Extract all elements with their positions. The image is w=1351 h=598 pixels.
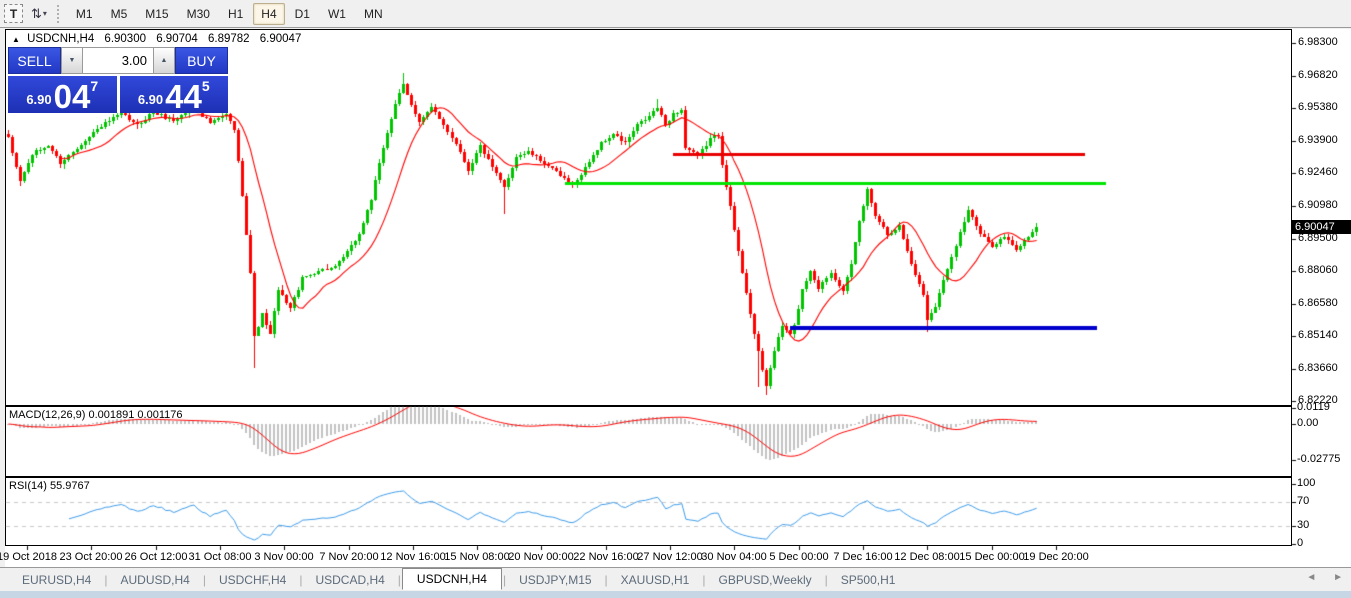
sell-price-big: 04 bbox=[53, 77, 91, 115]
tab-nav-right-icon[interactable]: ► bbox=[1333, 572, 1343, 583]
sell-price-display[interactable]: 6.90 04 7 bbox=[8, 76, 117, 113]
volume-increase-button[interactable]: ▲ bbox=[153, 47, 175, 74]
chart-tab-usdcad-h4[interactable]: USDCAD,H4 bbox=[315, 572, 385, 587]
macd-pane[interactable] bbox=[5, 406, 1292, 477]
date-axis-label: 23 Oct 20:00 bbox=[59, 551, 123, 563]
chart-tab-usdjpy-m15[interactable]: USDJPY,M15 bbox=[519, 572, 592, 587]
macd-axis-label: 0.00 bbox=[1297, 417, 1319, 429]
timeframe-buttons: M1 M5 M15 M30 H1 H4 D1 W1 MN bbox=[67, 2, 392, 25]
price-axis-label: 6.90980 bbox=[1298, 199, 1338, 211]
tab-separator: | bbox=[202, 572, 206, 587]
timeframe-button-h1[interactable]: H1 bbox=[227, 6, 244, 21]
timeframe-button-h4[interactable]: H4 bbox=[253, 2, 285, 25]
date-axis-label: 30 Nov 04:00 bbox=[701, 551, 767, 563]
tab-separator: | bbox=[104, 572, 108, 587]
date-axis-label: 22 Nov 16:00 bbox=[573, 551, 639, 563]
toolbar-grip bbox=[56, 4, 59, 23]
buy-button[interactable]: BUY bbox=[175, 47, 228, 74]
chart-tab-gbpusd-weekly[interactable]: GBPUSD,Weekly bbox=[718, 572, 812, 587]
sell-price-sup: 7 bbox=[90, 78, 99, 94]
macd-axis-label: -0.02775 bbox=[1297, 453, 1341, 465]
tab-separator: | bbox=[502, 572, 507, 587]
open-value: 6.90300 bbox=[104, 33, 146, 45]
rsi-label: RSI(14) 55.9767 bbox=[9, 480, 90, 492]
chart-title: ▲ USDCNH,H4 6.90300 6.90704 6.89782 6.90… bbox=[12, 33, 308, 45]
buy-price-display[interactable]: 6.90 44 5 bbox=[119, 76, 228, 115]
chart-tab-usdcnh-h4[interactable]: USDCNH,H4 bbox=[401, 567, 502, 590]
chart-tab-bar: EURUSD,H4 | AUDUSD,H4 | USDCHF,H4 | USDCAD,H4 |… bbox=[0, 567, 1351, 591]
date-axis-label: 19 Oct 2018 bbox=[0, 551, 57, 563]
date-axis-label: 7 Dec 16:00 bbox=[833, 551, 893, 563]
high-value: 6.90704 bbox=[156, 33, 198, 45]
date-axis-label: 19 Dec 20:00 bbox=[1023, 551, 1089, 563]
price-axis-label: 6.98300 bbox=[1298, 36, 1338, 48]
timeframe-button-m1[interactable]: M1 bbox=[75, 6, 93, 21]
date-axis-label: 12 Nov 16:00 bbox=[380, 551, 446, 563]
price-axis-label: 6.85140 bbox=[1298, 329, 1338, 341]
date-axis-label: 3 Nov 00:00 bbox=[254, 551, 314, 563]
price-axis-label: 6.83660 bbox=[1298, 362, 1338, 374]
chevron-down-icon[interactable]: ▾ bbox=[42, 9, 47, 18]
trade-panel: SELL ▼ 3.00 ▲ BUY 6.90 04 7 6.90 44 5 bbox=[8, 47, 228, 113]
volume-stepper: ▼ 3.00 ▲ bbox=[61, 47, 175, 74]
collapse-triangle-icon[interactable]: ▲ bbox=[12, 35, 20, 44]
rsi-axis-label: 100 bbox=[1297, 477, 1316, 489]
rsi-axis-label: 30 bbox=[1297, 519, 1310, 531]
chart-tab-usdchf-h4[interactable]: USDCHF,H4 bbox=[218, 572, 287, 587]
chart-tab-xauusd-h1[interactable]: XAUUSD,H1 bbox=[620, 572, 690, 587]
sell-price-prefix: 6.90 bbox=[26, 92, 52, 107]
price-axis-label: 6.93900 bbox=[1298, 134, 1338, 146]
date-axis-label: 26 Oct 12:00 bbox=[124, 551, 188, 563]
volume-input[interactable]: 3.00 bbox=[83, 47, 153, 74]
chart-tab-eurusd-h4[interactable]: EURUSD,H4 bbox=[22, 572, 92, 587]
rsi-axis-label: 70 bbox=[1297, 495, 1310, 507]
text-tool-button[interactable]: T bbox=[4, 4, 23, 23]
tab-separator: | bbox=[702, 572, 706, 587]
timeframe-button-m30[interactable]: M30 bbox=[186, 6, 210, 21]
tab-separator: | bbox=[604, 572, 608, 587]
tab-separator: | bbox=[824, 572, 828, 587]
chart-tab-sp500-h1[interactable]: SP500,H1 bbox=[840, 572, 896, 587]
current-price-tag: 6.90047 bbox=[1292, 220, 1351, 234]
window-bottom-edge bbox=[0, 591, 1351, 598]
price-axis-label: 6.86580 bbox=[1298, 297, 1338, 309]
price-axis-label: 6.88060 bbox=[1298, 264, 1338, 276]
low-value: 6.89782 bbox=[207, 33, 250, 45]
volume-decrease-button[interactable]: ▼ bbox=[61, 47, 83, 74]
tab-separator: | bbox=[397, 572, 401, 587]
timeframe-button-w1[interactable]: W1 bbox=[327, 6, 346, 21]
buy-price-big: 44 bbox=[165, 77, 202, 115]
close-value: 6.90047 bbox=[259, 33, 302, 45]
timeframe-button-mn[interactable]: MN bbox=[363, 6, 383, 21]
symbol-label: USDCNH,H4 bbox=[27, 33, 95, 45]
price-axis-label: 6.95380 bbox=[1298, 101, 1338, 113]
arrange-arrows-icon[interactable]: ⇅ bbox=[31, 5, 42, 21]
date-axis-label: 31 Oct 08:00 bbox=[188, 551, 252, 563]
price-axis-label: 6.96820 bbox=[1298, 69, 1338, 81]
date-axis-label: 27 Nov 12:00 bbox=[637, 551, 703, 563]
date-axis-label: 5 Dec 00:00 bbox=[769, 551, 829, 563]
chart-tab-audusd-h4[interactable]: AUDUSD,H4 bbox=[120, 572, 190, 587]
date-axis-label: 7 Nov 20:00 bbox=[319, 551, 379, 563]
macd-axis-label: 0.0119 bbox=[1297, 401, 1330, 413]
buy-price-sup: 5 bbox=[201, 78, 210, 94]
tab-nav-left-icon[interactable]: ◄ bbox=[1306, 572, 1317, 583]
date-axis-label: 12 Dec 08:00 bbox=[894, 551, 960, 563]
buy-price-prefix: 6.90 bbox=[137, 92, 164, 107]
rsi-pane[interactable] bbox=[5, 477, 1292, 546]
tab-separator: | bbox=[299, 572, 303, 587]
timeframe-button-d1[interactable]: D1 bbox=[294, 6, 310, 21]
date-axis-label: 15 Dec 00:00 bbox=[959, 551, 1025, 563]
text-tool-icon: T bbox=[9, 6, 18, 21]
price-axis-label: 6.92460 bbox=[1298, 166, 1338, 178]
toolbar: T ⇅ ▾ M1 M5 M15 M30 H1 H4 D1 W1 MN bbox=[0, 0, 1351, 28]
date-axis-label: 15 Nov 08:00 bbox=[444, 551, 510, 563]
rsi-axis-label: 0 bbox=[1297, 537, 1304, 549]
timeframe-button-m15[interactable]: M15 bbox=[145, 6, 169, 21]
date-axis-label: 20 Nov 00:00 bbox=[508, 551, 574, 563]
tab-nav: ◄ ► bbox=[1292, 572, 1343, 583]
macd-label: MACD(12,26,9) 0.001891 0.001176 bbox=[9, 409, 183, 421]
sell-button[interactable]: SELL bbox=[8, 47, 61, 74]
timeframe-button-m5[interactable]: M5 bbox=[110, 6, 128, 21]
